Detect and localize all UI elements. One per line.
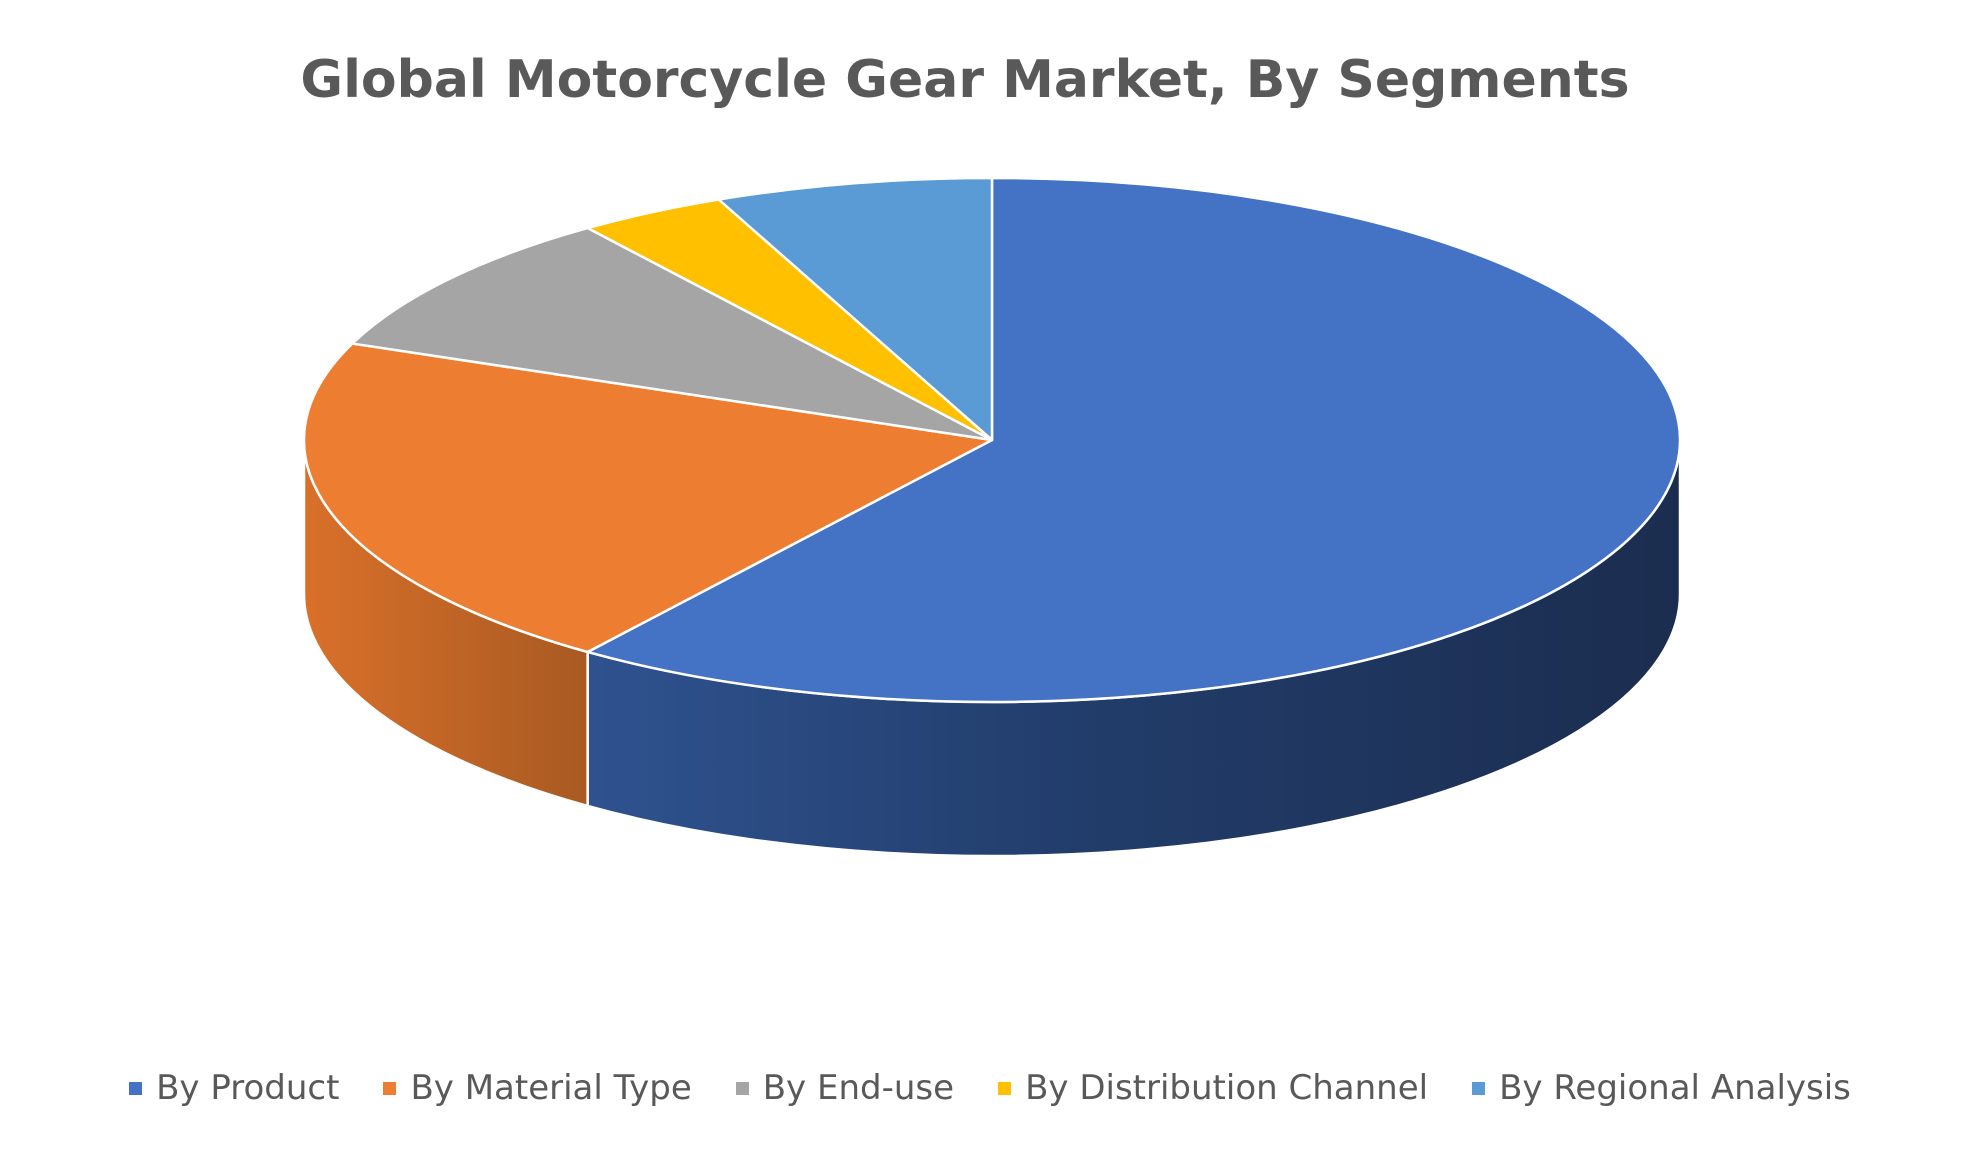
legend-swatch — [1472, 1081, 1486, 1095]
pie-tops — [302, 176, 1682, 704]
legend-item-by-end-use: By End-use — [735, 1068, 955, 1108]
pie-chart — [302, 176, 1682, 858]
pie-slice-by-material-type — [302, 342, 994, 654]
legend-label: By Product — [156, 1068, 340, 1108]
pie-slice-by-product — [586, 176, 1682, 704]
legend-label: By Material Type — [410, 1068, 692, 1108]
pie-slice-by-end-use — [351, 226, 994, 442]
legend: By Product By Material Type By End-use By D… — [0, 1068, 1980, 1108]
legend-swatch — [383, 1081, 397, 1095]
legend-label: By End-use — [762, 1068, 955, 1108]
legend-item-by-distribution-channel: By Distribution Channel — [998, 1068, 1428, 1108]
legend-item-by-product: By Product — [129, 1068, 339, 1108]
legend-label: By Distribution Channel — [1025, 1068, 1429, 1108]
legend-item-by-material-type: By Material Type — [383, 1068, 692, 1108]
legend-item-by-regional-analysis: By Regional Analysis — [1472, 1068, 1851, 1108]
legend-swatch — [998, 1081, 1012, 1095]
legend-swatch — [129, 1081, 143, 1095]
legend-swatch — [735, 1081, 749, 1095]
legend-label: By Regional Analysis — [1499, 1068, 1851, 1108]
chart-title: Global Motorcycle Gear Market, By Segmen… — [300, 50, 1630, 110]
pie-slice-by-regional-analysis — [717, 176, 994, 442]
